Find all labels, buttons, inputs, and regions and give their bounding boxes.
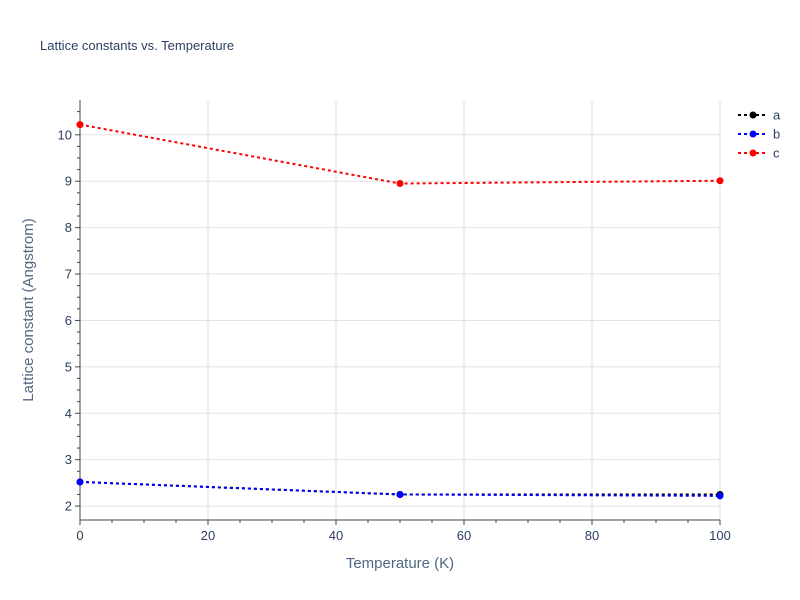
x-tick-label: 40 <box>329 528 343 543</box>
x-tick-label: 60 <box>457 528 471 543</box>
chart-title: Lattice constants vs. Temperature <box>40 38 234 53</box>
data-point-c <box>76 121 84 129</box>
y-tick-label: 10 <box>58 127 72 142</box>
data-point-b <box>396 490 404 498</box>
y-tick-label: 9 <box>65 174 72 189</box>
y-tick-label: 5 <box>65 359 72 374</box>
y-axis-title: Lattice constant (Angstrom) <box>20 218 37 401</box>
data-point-b <box>716 492 724 500</box>
x-tick-label: 0 <box>76 528 83 543</box>
legend: abc <box>738 108 781 161</box>
x-tick-label: 100 <box>709 528 731 543</box>
legend-marker-a <box>749 111 757 119</box>
legend-label-a: a <box>773 108 781 123</box>
legend-label-b: b <box>773 127 780 142</box>
y-tick-label: 6 <box>65 313 72 328</box>
y-tick-label: 2 <box>65 499 72 514</box>
y-tick-label: 3 <box>65 452 72 467</box>
y-tick-label: 8 <box>65 220 72 235</box>
series-line-c <box>79 123 721 185</box>
data-point-c <box>716 177 724 185</box>
x-tick-label: 20 <box>201 528 215 543</box>
grid-layer <box>80 100 721 520</box>
legend-marker-c <box>749 149 757 157</box>
legend-label-c: c <box>773 146 780 161</box>
legend-marker-b <box>749 130 757 138</box>
y-tick-label: 4 <box>65 406 72 421</box>
data-point-c <box>396 180 404 188</box>
x-axis-title: Temperature (K) <box>346 555 454 572</box>
data-point-b <box>76 478 84 486</box>
series-layer <box>76 121 724 500</box>
y-tick-label: 7 <box>65 267 72 282</box>
x-tick-label: 80 <box>585 528 599 543</box>
